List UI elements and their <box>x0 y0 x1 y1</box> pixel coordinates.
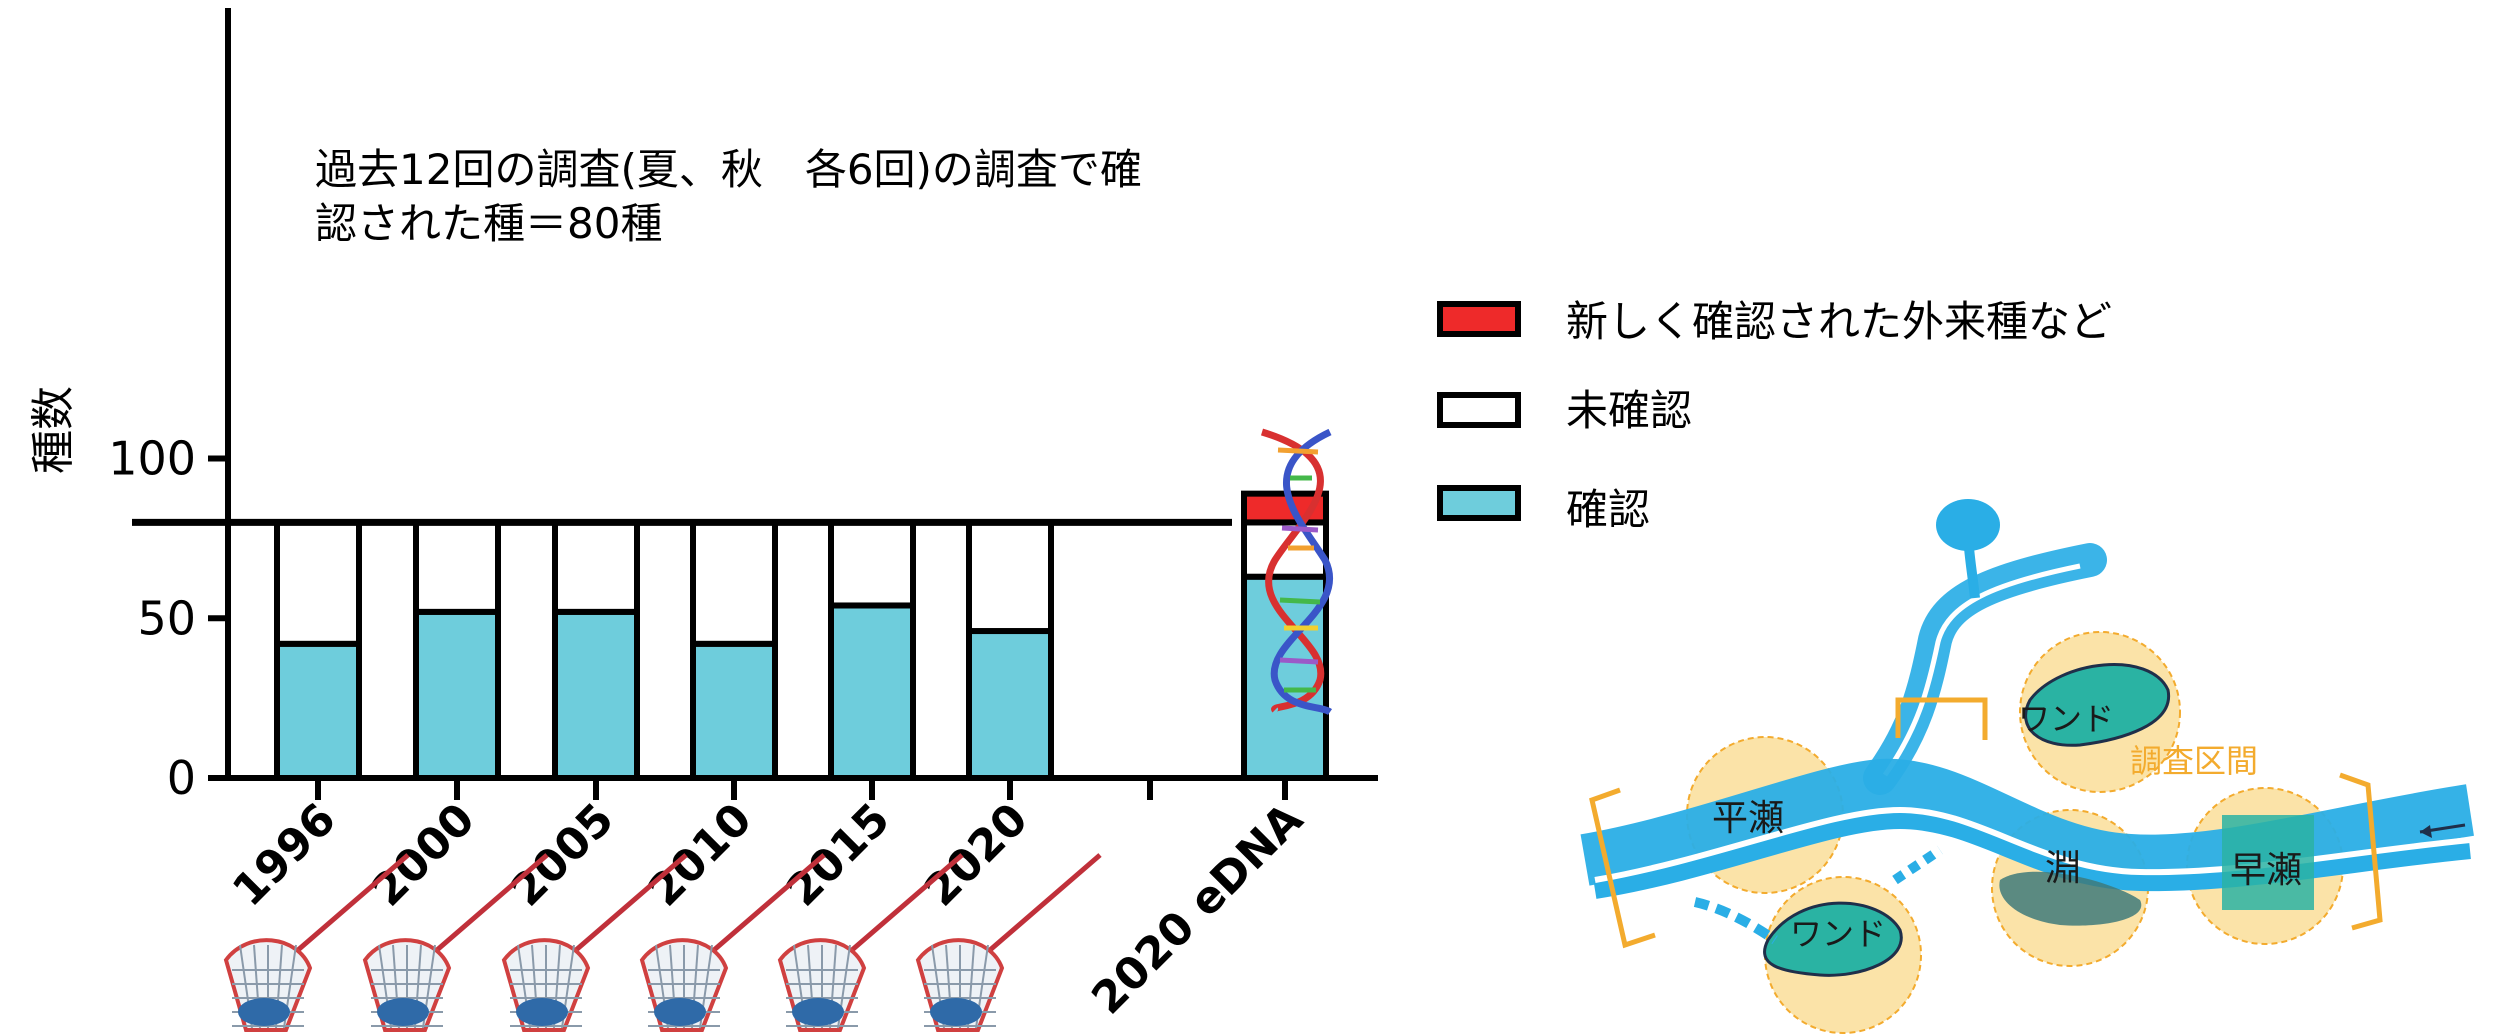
label-fuchi: 淵 <box>2045 848 2081 889</box>
x-tick-label-2020: 2020 <box>915 794 1038 917</box>
fishing-net-icon <box>777 853 964 1032</box>
x-tick-label-2005: 2005 <box>501 794 624 917</box>
bar-2010-確認 <box>690 640 778 781</box>
label-wando-bottom: ワンド <box>1790 915 1886 953</box>
bar-2005-未確認 <box>552 519 640 615</box>
annotation-line-1: 過去12回の調査(夏、秋 各6回)の調査で確 <box>315 145 1142 194</box>
bar-2000-確認 <box>413 608 501 781</box>
legend-item-confirmed: 確認 <box>1437 485 1650 534</box>
bars <box>274 490 1329 782</box>
legend-item-alien: 新しく確認された外来種など <box>1437 297 2112 346</box>
fishing-net-icon <box>362 853 549 1032</box>
bar-1996-確認 <box>274 640 362 781</box>
river-survey-diagram: ワンド 調査区間 平瀬 淵 早瀬 ワンド <box>1580 499 2474 1034</box>
y-tick-label: 50 <box>137 591 196 645</box>
fishing-net-icon <box>501 853 688 1032</box>
label-wando-top: ワンド <box>2018 700 2114 738</box>
stacked-bar-chart: 0 50 100 1996 2000 2005 2010 2015 2020 2020 eDNA… <box>28 8 1378 1032</box>
x-tick-label-2000: 2000 <box>362 794 485 917</box>
annotation: 過去12回の調査(夏、秋 各6回)の調査で確 認された種＝80種 <box>315 145 1142 248</box>
bar-2015-未確認 <box>828 519 916 609</box>
survey-section-brackets <box>1589 697 2383 949</box>
label-hirase: 平瀬 <box>1712 798 1784 839</box>
fishing-net-icon <box>223 853 410 1032</box>
y-tick-label: 100 <box>108 432 196 486</box>
fishing-net-icon <box>639 853 826 1032</box>
y-axis-label: 種数 <box>28 386 79 474</box>
x-tick-label-2010: 2010 <box>639 794 762 917</box>
y-tick-label: 0 <box>167 751 196 805</box>
bar-2005-確認 <box>552 608 640 781</box>
pool-fuchi <box>1999 871 2142 926</box>
bar-1996-未確認 <box>274 519 362 647</box>
x-tick-label-2015: 2015 <box>777 794 900 917</box>
label-hayase: 早瀬 <box>2230 850 2302 891</box>
dna-helix-icon <box>1260 428 1334 716</box>
pond <box>1936 499 2000 551</box>
bar-2010-未確認 <box>690 519 778 647</box>
fishing-net-icons <box>223 853 1102 1032</box>
label-survey-section: 調査区間 <box>2130 742 2258 780</box>
bar-2020-未確認 <box>966 519 1054 635</box>
bar-2020-確認 <box>966 628 1054 782</box>
legend-label-alien: 新しく確認された外来種など <box>1566 297 2112 346</box>
pool-wando-bottom <box>1763 901 1903 977</box>
y-ticks: 0 50 100 <box>108 432 228 805</box>
legend-label-unconfirmed: 未確認 <box>1566 386 1692 435</box>
bar-2020 eDNA-確認 <box>1241 573 1329 782</box>
legend: 新しく確認された外来種など 未確認 確認 <box>1437 297 2112 534</box>
x-tick-label-1996: 1996 <box>223 794 346 917</box>
bar-2015-確認 <box>828 602 916 781</box>
legend-item-unconfirmed: 未確認 <box>1437 386 1692 435</box>
x-ticks <box>315 778 1288 800</box>
annotation-line-2: 認された種＝80種 <box>315 199 662 248</box>
x-tick-label-2020-eDNA: 2020 eDNA <box>1082 794 1313 1025</box>
bar-2000-未確認 <box>413 519 501 615</box>
legend-label-confirmed: 確認 <box>1566 485 1650 534</box>
riffle-hayase <box>2222 815 2314 910</box>
pool-wando-top <box>2024 663 2171 747</box>
fishing-net-icon <box>915 853 1102 1032</box>
